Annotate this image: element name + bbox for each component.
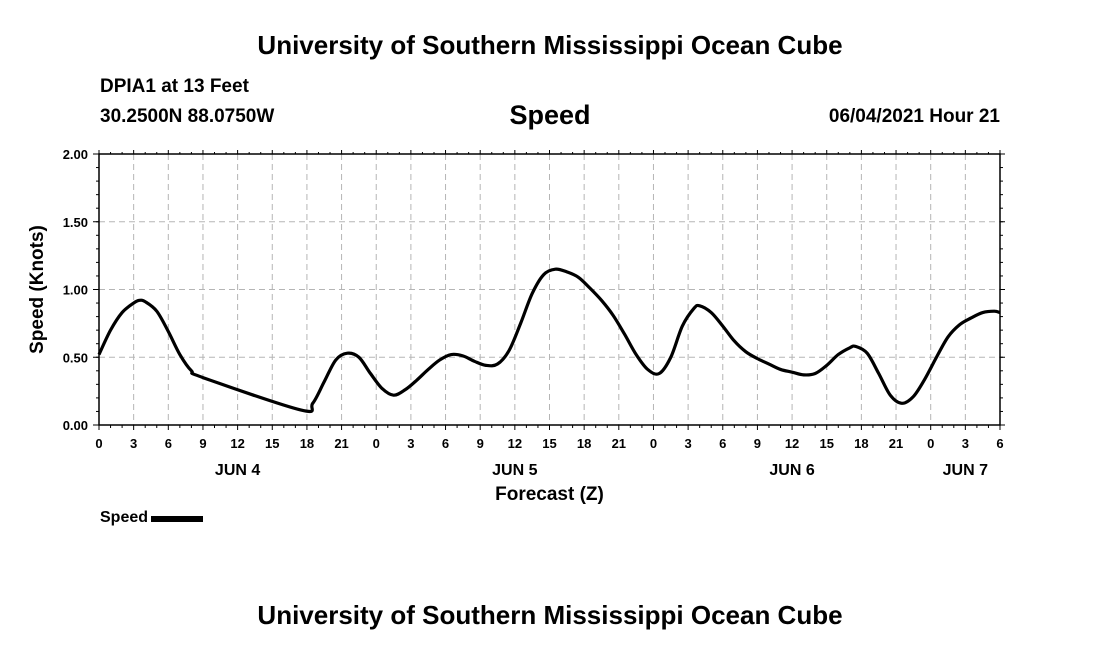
x-tick-label: 6 xyxy=(719,436,726,451)
axis-ticks xyxy=(93,150,1005,430)
x-tick-label: 0 xyxy=(95,436,102,451)
x-tick-label: 18 xyxy=(300,436,314,451)
footer-title: University of Southern Mississippi Ocean… xyxy=(257,600,843,630)
day-label: JUN 7 xyxy=(943,462,988,479)
y-tick-label: 1.50 xyxy=(63,215,88,230)
x-tick-label: 12 xyxy=(785,436,799,451)
legend-label-speed: Speed xyxy=(100,509,149,526)
y-tick-label: 0.00 xyxy=(63,418,88,433)
x-tick-label: 0 xyxy=(373,436,380,451)
x-tick-label: 15 xyxy=(819,436,833,451)
x-tick-label: 9 xyxy=(754,436,761,451)
series-layer xyxy=(97,267,1001,414)
x-tick-label: 18 xyxy=(577,436,591,451)
x-tick-label: 15 xyxy=(542,436,556,451)
x-axis-title: Forecast (Z) xyxy=(495,484,604,505)
x-tick-label: 18 xyxy=(854,436,868,451)
y-axis-title: Speed (Knots) xyxy=(27,225,48,354)
legend-swatch-speed xyxy=(151,516,204,522)
forecast-datetime: 06/04/2021 Hour 21 xyxy=(828,106,1000,127)
series-line-speed xyxy=(97,267,1001,414)
grid-lines xyxy=(99,154,1000,425)
x-tick-label: 3 xyxy=(130,436,137,451)
day-label: JUN 6 xyxy=(769,462,814,479)
x-tick-label: 6 xyxy=(996,436,1003,451)
axis-tick-labels: 0.00 0.50 1.00 1.50 2.00 0 3 6 9 12 15 18 21 0 3 6 9 12 15… xyxy=(63,147,1004,479)
x-tick-label: 6 xyxy=(165,436,172,451)
x-tick-label: 6 xyxy=(442,436,449,451)
x-tick-label: 9 xyxy=(477,436,484,451)
x-tick-label: 15 xyxy=(265,436,279,451)
x-tick-label: 21 xyxy=(334,436,348,451)
y-tick-label: 2.00 xyxy=(63,147,88,162)
x-tick-label: 0 xyxy=(927,436,934,451)
x-tick-label: 3 xyxy=(684,436,691,451)
x-tick-label: 21 xyxy=(612,436,626,451)
station-label: DPIA1 at 13 Feet xyxy=(100,76,249,97)
y-tick-label: 0.50 xyxy=(63,350,88,365)
x-tick-label: 12 xyxy=(230,436,244,451)
x-tick-label: 9 xyxy=(199,436,206,451)
day-label: JUN 5 xyxy=(492,462,537,479)
coordinates-label: 30.2500N 88.0750W xyxy=(100,106,275,127)
x-tick-label: 3 xyxy=(962,436,969,451)
chart-title: Speed xyxy=(509,100,591,130)
x-tick-label: 0 xyxy=(650,436,657,451)
x-tick-label: 3 xyxy=(407,436,414,451)
day-label: JUN 4 xyxy=(215,462,260,479)
y-tick-label: 1.00 xyxy=(63,283,88,298)
chart-legend: Speed xyxy=(100,509,204,527)
x-tick-label: 12 xyxy=(508,436,522,451)
x-tick-label: 21 xyxy=(889,436,903,451)
page-title: University of Southern Mississippi Ocean… xyxy=(257,30,843,60)
